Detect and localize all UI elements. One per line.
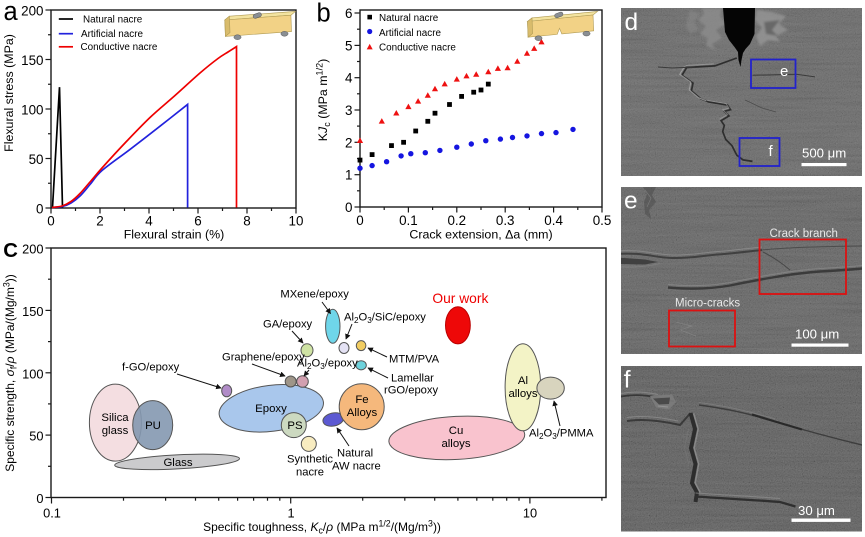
svg-text:Glass: Glass	[163, 457, 192, 469]
svg-text:KJc (MPa m1/2): KJc (MPa m1/2)	[314, 59, 331, 141]
svg-text:6: 6	[345, 6, 352, 21]
svg-text:GA/epoxy: GA/epoxy	[263, 319, 313, 331]
svg-text:b: b	[317, 0, 331, 28]
svg-text:0.1: 0.1	[399, 213, 418, 228]
svg-text:100 μm: 100 μm	[795, 327, 839, 342]
svg-text:Our work: Our work	[432, 291, 488, 306]
svg-text:a: a	[4, 0, 19, 26]
svg-text:50: 50	[29, 429, 43, 444]
svg-text:Al2O3/PMMA: Al2O3/PMMA	[529, 428, 594, 442]
svg-text:alloys: alloys	[508, 388, 537, 400]
svg-text:50: 50	[29, 152, 44, 167]
svg-text:d: d	[625, 9, 639, 36]
svg-text:6: 6	[194, 214, 201, 229]
svg-text:Artificial nacre: Artificial nacre	[81, 29, 144, 40]
svg-text:nacre: nacre	[296, 467, 324, 479]
svg-text:alloys: alloys	[441, 438, 470, 450]
svg-text:e: e	[780, 63, 788, 80]
svg-text:1: 1	[287, 505, 294, 520]
svg-text:Al2O3/SiC/epoxy: Al2O3/SiC/epoxy	[344, 312, 426, 326]
svg-text:0.1: 0.1	[43, 505, 61, 520]
svg-text:Micro-cracks: Micro-cracks	[675, 298, 740, 310]
svg-text:200: 200	[22, 242, 43, 257]
svg-text:5: 5	[345, 38, 352, 53]
svg-text:0: 0	[356, 213, 363, 228]
svg-text:150: 150	[22, 304, 43, 319]
svg-text:rGO/epoxy: rGO/epoxy	[384, 385, 438, 397]
svg-text:10: 10	[289, 214, 304, 229]
svg-text:Conductive nacre: Conductive nacre	[81, 42, 158, 53]
svg-text:4: 4	[345, 71, 353, 86]
svg-text:Specific toughness, Kc/ρ (MPa: Specific toughness, Kc/ρ (MPa m1/2/(Mg/m…	[203, 519, 441, 536]
svg-text:2: 2	[345, 135, 352, 150]
svg-text:3: 3	[345, 103, 352, 118]
svg-text:Crack branch: Crack branch	[770, 228, 838, 240]
svg-text:0.5: 0.5	[593, 213, 612, 228]
svg-text:Alloys: Alloys	[347, 407, 378, 419]
svg-text:Epoxy: Epoxy	[255, 403, 287, 415]
svg-text:Synthetic: Synthetic	[287, 454, 333, 466]
svg-text:Natural nacre: Natural nacre	[83, 14, 143, 25]
svg-text:e: e	[624, 188, 638, 215]
svg-text:MTM/PVA: MTM/PVA	[389, 354, 440, 366]
svg-text:Al2O3/epoxy: Al2O3/epoxy	[297, 358, 358, 372]
svg-text:f: f	[624, 367, 631, 394]
svg-text:4: 4	[145, 214, 153, 229]
svg-text:150: 150	[21, 53, 43, 68]
svg-text:Crack extension, Δa (mm): Crack extension, Δa (mm)	[409, 228, 552, 242]
svg-text:Flexural stress (MPa): Flexural stress (MPa)	[2, 34, 16, 152]
svg-text:10: 10	[523, 505, 537, 520]
svg-text:1: 1	[345, 168, 352, 183]
svg-text:Graphene/epoxy: Graphene/epoxy	[222, 352, 305, 364]
svg-text:Lamellar: Lamellar	[391, 373, 434, 385]
svg-text:500 μm: 500 μm	[802, 146, 846, 161]
svg-text:MXene/epoxy: MXene/epoxy	[280, 289, 349, 301]
svg-text:0.4: 0.4	[544, 213, 563, 228]
svg-text:100: 100	[22, 366, 43, 381]
svg-text:Fe: Fe	[355, 394, 368, 406]
svg-text:0: 0	[345, 200, 352, 215]
svg-text:8: 8	[243, 214, 250, 229]
svg-text:2: 2	[96, 214, 103, 229]
svg-text:0.2: 0.2	[447, 213, 466, 228]
svg-text:glass: glass	[102, 425, 129, 437]
svg-text:0: 0	[36, 201, 43, 216]
svg-text:30 μm: 30 μm	[798, 503, 835, 518]
svg-text:0.3: 0.3	[496, 213, 515, 228]
svg-text:0: 0	[47, 214, 54, 229]
svg-text:Cu: Cu	[449, 425, 464, 437]
svg-text:PS: PS	[287, 420, 303, 432]
svg-text:Specific strength, σf/ρ (MPa/(: Specific strength, σf/ρ (MPa/(Mg/m3))	[2, 274, 19, 472]
svg-text:100: 100	[21, 102, 43, 117]
svg-text:Al: Al	[518, 375, 528, 387]
svg-text:AW nacre: AW nacre	[332, 461, 381, 473]
svg-text:PU: PU	[145, 420, 161, 432]
svg-text:Silica: Silica	[101, 412, 129, 424]
svg-text:Artificial nacre: Artificial nacre	[379, 28, 442, 39]
svg-text:200: 200	[21, 3, 43, 18]
svg-text:Natural nacre: Natural nacre	[379, 13, 439, 24]
svg-text:Natural: Natural	[337, 448, 373, 460]
svg-text:Flexural strain (%): Flexural strain (%)	[124, 228, 225, 242]
svg-text:f: f	[769, 143, 774, 160]
svg-text:Conductive nacre: Conductive nacre	[379, 42, 456, 53]
svg-text:C: C	[3, 240, 18, 262]
svg-text:0: 0	[36, 491, 43, 506]
svg-text:f-GO/epoxy: f-GO/epoxy	[122, 362, 180, 374]
